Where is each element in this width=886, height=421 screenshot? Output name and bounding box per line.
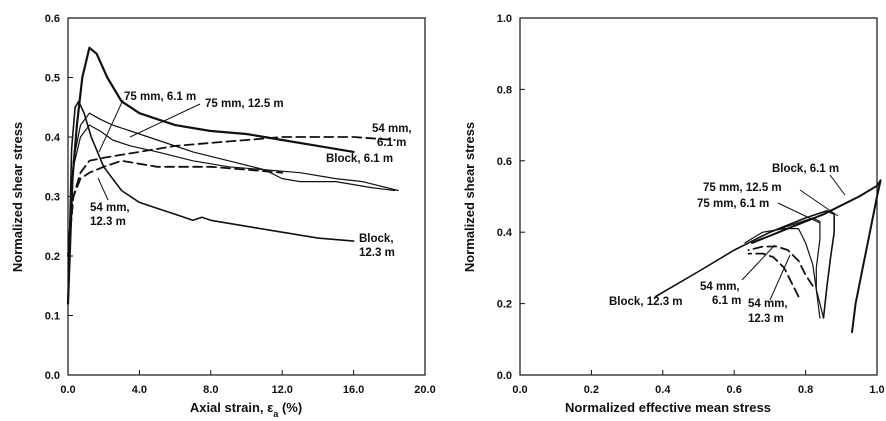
annotation-label: 54 mm, [748, 298, 788, 310]
y-tick-label: 0.8 [497, 84, 512, 96]
annotation-label: Block, 6.1 m [772, 163, 839, 175]
y-tick-label: 0.2 [497, 299, 512, 311]
annotation-label: Block, 12.3 m [609, 296, 683, 308]
y-tick-label: 0.1 [45, 311, 60, 323]
series-line-54-mm-6-1-m [67, 136, 396, 257]
leader-line [741, 244, 776, 281]
series-group [654, 179, 882, 334]
y-tick-label: 0.6 [45, 13, 60, 25]
annotation-label: 75 mm, 6.1 m [697, 198, 769, 210]
y-axis-label: Normalized shear stress [462, 122, 477, 272]
annotation-label: 54 mm, [372, 123, 412, 135]
leader-line [777, 202, 821, 224]
annotation-label: 75 mm, 12.5 m [205, 98, 284, 110]
chart-stress-path: 0.0 0.2 0.4 0.6 0.8 1.0 0.0 0.2 0.4 0.6 0.8 1.0 Nor… [462, 13, 885, 415]
plot-frame [519, 17, 878, 376]
annotation-label: 12.3 m [90, 216, 126, 228]
annotation-label: 12.3 m [359, 247, 395, 259]
x-tick-label: 0.8 [798, 384, 813, 396]
leader-line [98, 99, 124, 153]
y-tick-label: 0.2 [45, 251, 60, 263]
y-tick-label: 0.3 [45, 192, 60, 204]
x-axis-label: Normalized effective mean stress [565, 400, 771, 415]
series-group [66, 46, 399, 305]
series-line-block-12-3-m [654, 210, 836, 319]
y-tick-label: 0.4 [497, 227, 513, 239]
x-tick-label: 12.0 [271, 384, 292, 396]
leader-line [129, 103, 201, 138]
x-tick-label: 0.0 [512, 384, 527, 396]
annotation-label: 75 mm, 12.5 m [703, 182, 782, 194]
y-tick-label: 0.5 [45, 73, 60, 85]
tick-group: 0.0 4.0 8.0 12.0 16.0 20.0 0.0 0.1 0.2 0.3 0.4 0.5 0… [45, 13, 436, 396]
tick-group: 0.0 0.2 0.4 0.6 0.8 1.0 0.0 0.2 0.4 0.6 0.8 1.0 [497, 13, 885, 396]
series-line-54-mm-12-3-m [747, 252, 800, 298]
annotation-label: Block, 6.1 m [326, 153, 393, 165]
x-tick-label: 16.0 [343, 384, 364, 396]
series-line-75-mm-6-1-m [744, 228, 821, 319]
annotation-group: Block, 6.1 m 75 mm, 12.5 m 75 mm, 6.1 m … [609, 163, 846, 325]
annotation-label: 54 mm, [90, 202, 130, 214]
x-tick-label: 0.0 [60, 384, 75, 396]
x-tick-label: 20.0 [414, 384, 435, 396]
x-tick-label: 0.6 [727, 384, 742, 396]
x-tick-label: 8.0 [203, 384, 218, 396]
y-tick-label: 0.6 [497, 156, 512, 168]
y-axis-label: Normalized shear stress [10, 122, 25, 272]
series-line-54-mm-6-1-m [747, 245, 814, 287]
y-tick-label: 0.0 [45, 370, 60, 382]
x-tick-label: 4.0 [132, 384, 147, 396]
annotation-group: 75 mm, 6.1 m 75 mm, 12.5 m 54 mm, 6.1 m … [90, 91, 412, 259]
annotation-label: 54 mm, [700, 281, 740, 293]
y-tick-label: 1.0 [497, 13, 512, 25]
x-axis-label: Axial strain, εa (%) [190, 400, 302, 419]
leader-line [829, 174, 846, 196]
series-line-block-6-1-m [66, 46, 355, 305]
series-line-block-12-3-m [67, 100, 355, 305]
annotation-label: 6.1 m [712, 295, 741, 307]
series-line-75-mm-6-1-m [67, 124, 399, 257]
leader-line [97, 177, 109, 201]
chart-strain-shear: 0.0 4.0 8.0 12.0 16.0 20.0 0.0 0.1 0.2 0.3 0.4 0.5 0… [10, 13, 436, 419]
leader-line [799, 189, 839, 217]
y-tick-label: 0.0 [497, 370, 512, 382]
series-line-54-mm-12-3-m [67, 159, 284, 257]
leader-line [769, 254, 791, 301]
annotation-label: 6.1 m [377, 137, 406, 149]
x-tick-label: 1.0 [869, 384, 884, 396]
x-tick-label: 0.2 [584, 384, 599, 396]
plot-frame [67, 17, 426, 376]
y-tick-label: 0.4 [45, 132, 61, 144]
annotation-label: 75 mm, 6.1 m [124, 91, 196, 103]
annotation-label: Block, [359, 233, 394, 245]
annotation-label: 12.3 m [748, 313, 784, 325]
x-tick-label: 0.4 [655, 384, 671, 396]
